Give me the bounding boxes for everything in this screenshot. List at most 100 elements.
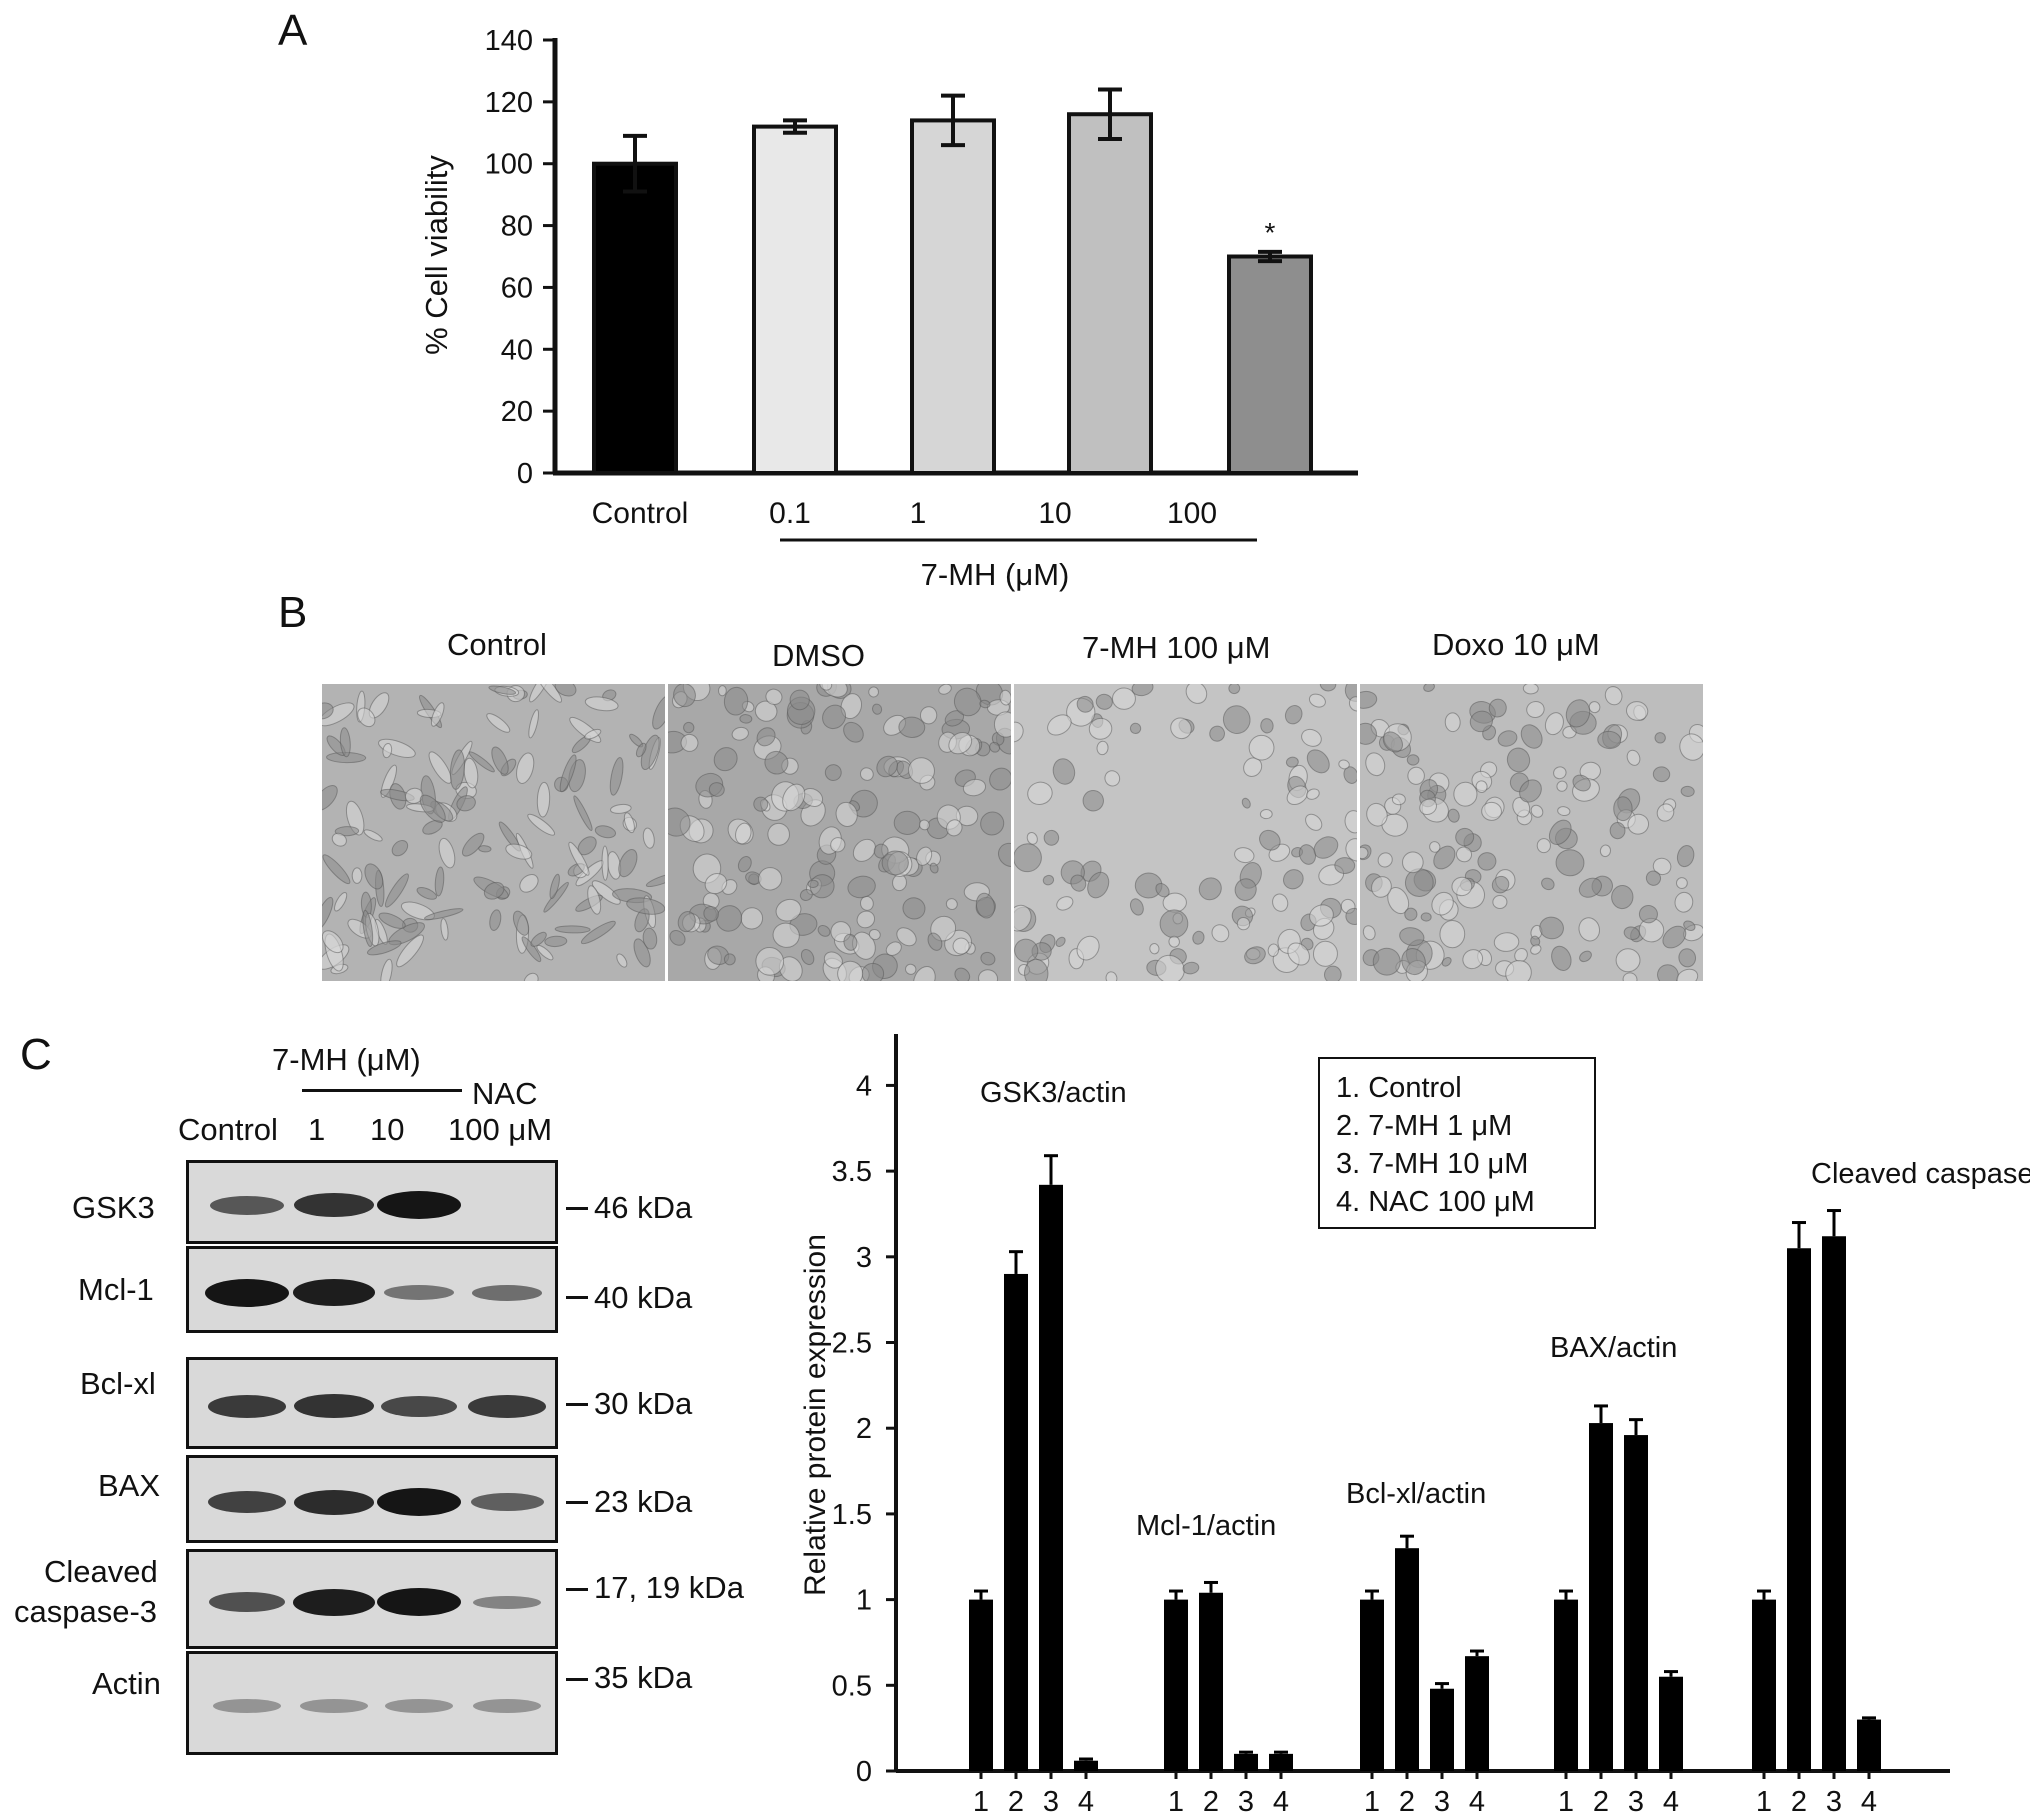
blot-band: [471, 1284, 543, 1301]
cell-shape: [876, 755, 898, 778]
cell-shape: [512, 910, 530, 936]
lane-label-nac: 100 μM: [448, 1112, 553, 1147]
cell-shape: [716, 905, 743, 932]
cell-shape: [978, 969, 999, 981]
cell-shape: [945, 898, 958, 910]
legend-item: 1. Control: [1336, 1072, 1462, 1104]
cell-shape: [1372, 947, 1401, 976]
cell-shape: [1234, 878, 1257, 902]
cell-shape: [913, 966, 936, 981]
blot-band: [209, 1195, 285, 1215]
viability-bar: [1067, 112, 1153, 475]
expression-bar: [1004, 1273, 1028, 1771]
expression-bar: [1199, 1592, 1223, 1771]
blot-band: [292, 1279, 376, 1306]
cell-shape: [668, 807, 691, 837]
cell-shape: [1488, 698, 1507, 718]
cell-shape: [954, 967, 971, 981]
cell-shape: [1512, 797, 1531, 818]
cell-shape: [704, 873, 728, 895]
y-tick-label: 2.5: [832, 1328, 872, 1360]
cell-shape: [1683, 920, 1696, 932]
cell-shape: [1419, 798, 1437, 816]
cell-shape: [885, 941, 902, 956]
cell-shape: [1578, 917, 1601, 942]
cell-shape: [980, 811, 1005, 836]
cell-shape: [1185, 684, 1208, 704]
expression-bar: [1074, 1760, 1098, 1771]
x-tick-label: 2: [1593, 1786, 1609, 1818]
cell-shape: [1155, 954, 1185, 981]
cell-shape: [1497, 730, 1518, 747]
cell-shape: [740, 907, 764, 930]
cell-shape: [1623, 926, 1640, 941]
cell-shape: [1455, 846, 1473, 863]
cell-shape: [584, 728, 602, 740]
cell-shape: [680, 733, 699, 752]
cell-shape: [536, 781, 551, 818]
cell-shape: [456, 795, 476, 812]
size-tick: [566, 1588, 588, 1591]
cell-shape: [843, 721, 864, 743]
micrograph-7mh: [1014, 684, 1357, 981]
group-title: Cleaved caspase-3/actin: [1811, 1158, 2030, 1190]
blot-row-bax: [186, 1455, 558, 1543]
cell-shape: [382, 742, 393, 759]
size-tick: [566, 1403, 588, 1406]
cell-shape: [1491, 875, 1510, 894]
cell-shape: [623, 812, 635, 834]
cell-shape: [1026, 832, 1038, 845]
cell-shape: [1622, 972, 1638, 981]
cell-shape: [1609, 822, 1626, 840]
cell-shape: [1462, 949, 1484, 970]
cell-shape: [535, 684, 563, 703]
y-tick-label: 80: [501, 211, 533, 243]
cell-shape: [1087, 871, 1110, 899]
cell-shape: [989, 767, 1011, 791]
x-tick-label: 2: [1008, 1786, 1024, 1818]
blot-row-actin: [186, 1651, 558, 1755]
cell-shape: [339, 727, 351, 758]
cell-shape: [478, 845, 492, 853]
cell-shape: [1170, 717, 1192, 740]
cell-shape: [929, 862, 939, 874]
cell-shape: [549, 873, 560, 900]
blot-band: [470, 1493, 544, 1511]
cell-shape: [652, 695, 665, 730]
x-category-label: 0.1: [769, 497, 811, 530]
cell-shape: [1286, 785, 1309, 806]
cell-shape: [989, 741, 1001, 753]
cell-shape: [1360, 722, 1377, 745]
cell-shape: [1096, 740, 1109, 756]
y-axis-label: Relative protein expression: [799, 1234, 832, 1596]
cell-shape: [775, 898, 802, 922]
expression-bar: [1234, 1753, 1258, 1771]
cell-shape: [881, 850, 909, 876]
x-tick-label: 1: [1756, 1786, 1772, 1818]
cell-shape: [1155, 882, 1170, 898]
cell-shape: [416, 887, 438, 900]
blot-band: [299, 1699, 369, 1713]
cell-shape: [1481, 801, 1502, 821]
legend-item: 3. 7-MH 10 μM: [1336, 1148, 1528, 1180]
x-tick-label: 1: [973, 1786, 989, 1818]
cell-shape: [908, 757, 935, 784]
cell-shape: [519, 874, 539, 893]
cell-shape: [1027, 781, 1053, 805]
x-group-label: 7-MH (μM): [921, 557, 1070, 592]
cell-shape: [999, 689, 1011, 706]
protein-label-mcl1: Mcl-1: [78, 1272, 154, 1307]
cell-shape: [1578, 877, 1602, 898]
cell-shape: [366, 940, 402, 956]
cell-shape: [1536, 838, 1551, 854]
cell-shape: [735, 822, 752, 845]
blot-band: [292, 1588, 376, 1616]
cell-shape: [1530, 944, 1542, 955]
cell-shape: [1182, 961, 1200, 975]
blot-band: [208, 1491, 286, 1513]
cell-shape: [962, 778, 987, 797]
y-tick-label: 3.5: [832, 1156, 872, 1188]
cell-shape: [1382, 731, 1403, 753]
cell-shape: [824, 764, 842, 781]
cell-shape: [1597, 730, 1622, 750]
